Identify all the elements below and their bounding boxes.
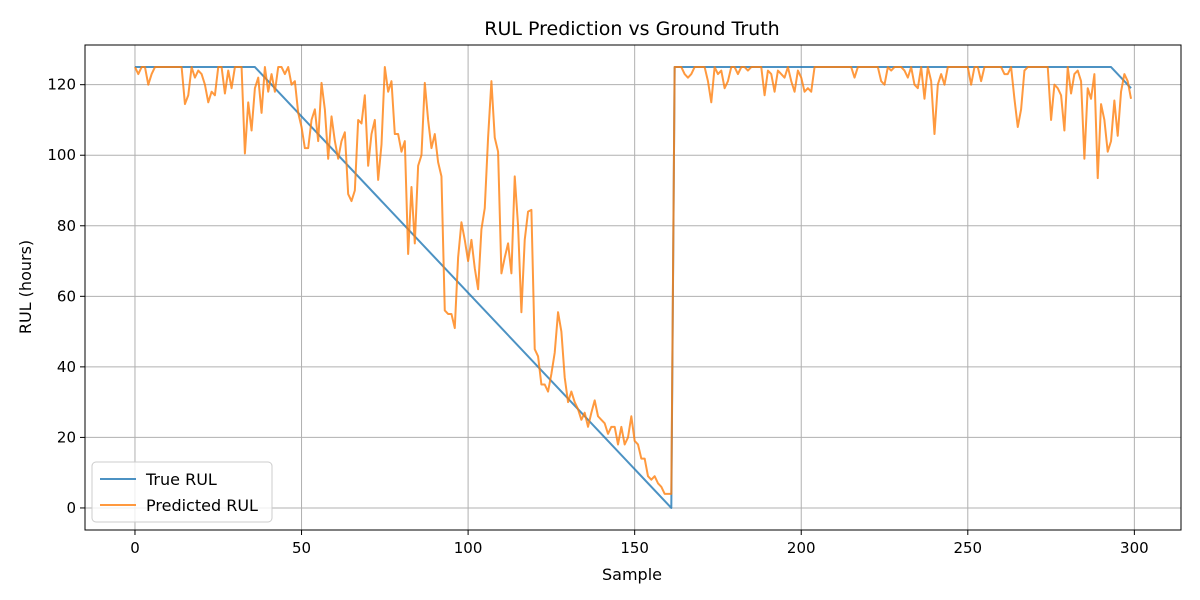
series-layer [134, 66, 1133, 509]
y-tick-label: 100 [47, 146, 76, 164]
x-tick-label: 150 [620, 539, 649, 557]
legend-label-predicted-rul: Predicted RUL [146, 496, 258, 515]
y-tick-label: 40 [57, 358, 76, 376]
x-tick-label: 100 [454, 539, 483, 557]
x-tick-label: 50 [292, 539, 311, 557]
legend-label-true-rul: True RUL [145, 470, 217, 489]
y-axis-label: RUL (hours) [16, 240, 35, 334]
legend-box [91, 461, 273, 523]
plot-frame [84, 44, 1182, 531]
legend: True RUL Predicted RUL [91, 461, 273, 523]
x-tick-label: 250 [953, 539, 982, 557]
y-tick-label: 60 [57, 287, 76, 305]
y-tick-label: 20 [57, 428, 76, 446]
x-tick-label: 0 [130, 539, 140, 557]
predicted-rul-line [134, 66, 1133, 495]
x-axis-label: Sample [602, 565, 662, 584]
x-tick-label: 300 [1120, 539, 1149, 557]
y-tick-label: 80 [57, 217, 76, 235]
axis-ticks: 0 50 100 150 200 250 300 0 20 40 60 80 100 120 [47, 76, 1148, 557]
y-tick-label: 120 [47, 76, 76, 94]
x-tick-label: 200 [787, 539, 816, 557]
y-tick-label: 0 [66, 499, 76, 517]
chart-title: RUL Prediction vs Ground Truth [484, 18, 779, 40]
